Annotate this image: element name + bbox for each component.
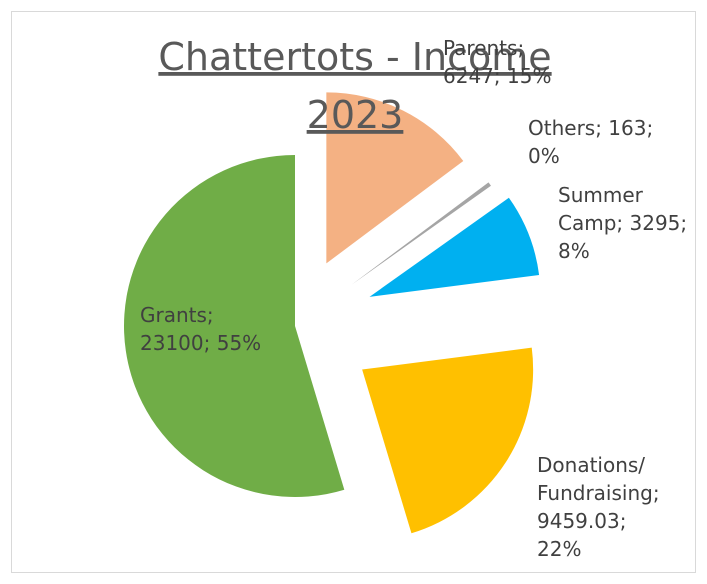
data-label-line: Others; 163; <box>528 116 653 140</box>
data-label: Others; 163; 0% <box>528 116 653 168</box>
pie-slice: Donations/ Fundraising <box>362 347 534 534</box>
pie-slice: Parents <box>326 92 464 264</box>
data-label-line: Summer <box>558 183 644 207</box>
data-label-line: Grants; <box>140 303 214 327</box>
data-label: Summer Camp; 3295; 8% <box>558 183 687 263</box>
data-label-line: 8% <box>558 239 590 263</box>
data-label: Parents; 6247; 15% <box>443 36 551 88</box>
title-line: Chattertots - Income <box>158 35 551 79</box>
pie-slice: Others <box>351 182 491 285</box>
data-label-line: 0% <box>528 144 560 168</box>
data-label-line: 9459.03; <box>537 509 626 533</box>
title-line: 2023 <box>307 93 404 137</box>
data-label: Grants; 23100; 55% <box>140 303 261 355</box>
data-label-line: Donations/ <box>537 453 645 477</box>
data-label-line: 6247; 15% <box>443 64 551 88</box>
data-label-line: Fundraising; <box>537 481 660 505</box>
data-label-line: 23100; 55% <box>140 331 261 355</box>
data-label: Donations/Fundraising; 9459.03; 22% <box>537 453 660 561</box>
data-label-line: 22% <box>537 537 581 561</box>
data-label-line: Camp; 3295; <box>558 211 687 235</box>
pie: ParentsOthersSummer Camp Donations/ Fundr… <box>123 92 540 534</box>
chart-title: Chattertots - Income 2023 <box>158 35 551 137</box>
data-labels: Parents; 6247; 15% Others; 163; 0% Summer Cam… <box>140 36 687 561</box>
data-label-line: Parents; <box>443 36 524 60</box>
pie-slice: Grants <box>123 155 345 497</box>
pie-slice: Summer Camp <box>369 197 540 297</box>
